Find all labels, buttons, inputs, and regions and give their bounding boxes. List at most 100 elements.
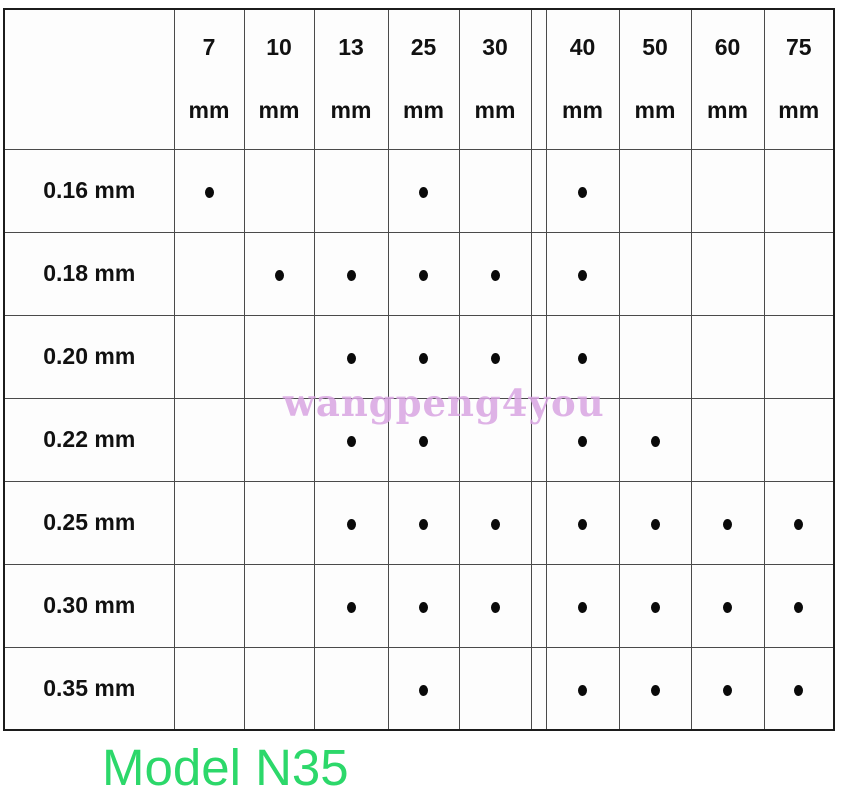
availability-dot-icon: [274, 269, 284, 281]
availability-dot-icon: [723, 518, 732, 530]
availability-cell-0.20x75: [763, 314, 835, 399]
column-header-60mm: 60 mm: [690, 8, 765, 150]
row-header: 0.35 mm: [3, 646, 175, 731]
availability-cell-0.30x13: [313, 563, 389, 648]
availability-cell-0.25x10: [243, 480, 315, 565]
table-row-0.35mm: 0.35 mm: [3, 646, 835, 731]
availability-cell-0.35x30: [458, 646, 532, 731]
availability-cell-0.18x60: [690, 231, 765, 316]
row-header: 0.18 mm: [3, 231, 175, 316]
availability-dot-icon: [490, 352, 500, 364]
column-size-value: 25: [410, 34, 437, 61]
column-size-value: 75: [785, 34, 812, 61]
column-size-value: 7: [202, 34, 216, 61]
availability-cell-0.16x60: [690, 148, 765, 233]
spacer-cell: [530, 563, 547, 648]
availability-dot-icon: [650, 601, 660, 613]
column-size-unit: mm: [188, 97, 230, 124]
column-header-13mm: 13 mm: [313, 8, 389, 150]
availability-dot-icon: [419, 435, 428, 447]
availability-cell-0.25x25: [387, 480, 460, 565]
availability-cell-0.35x7: [173, 646, 245, 731]
availability-cell-0.20x13: [313, 314, 389, 399]
availability-dot-icon: [490, 518, 500, 530]
availability-cell-0.35x13: [313, 646, 389, 731]
row-header: 0.16 mm: [3, 148, 175, 233]
availability-cell-0.18x13: [313, 231, 389, 316]
availability-cell-0.30x40: [545, 563, 620, 648]
availability-dot-icon: [419, 352, 428, 364]
availability-dot-icon: [650, 518, 660, 530]
column-header-7mm: 7 mm: [173, 8, 245, 150]
availability-cell-0.20x7: [173, 314, 245, 399]
availability-dot-icon: [419, 186, 428, 198]
availability-cell-0.25x7: [173, 480, 245, 565]
availability-cell-0.16x50: [618, 148, 692, 233]
availability-dot-icon: [723, 601, 732, 613]
spacer-cell: [530, 646, 547, 731]
spacer-cell: [530, 148, 547, 233]
column-size-unit: mm: [562, 97, 603, 124]
size-availability-table: 7 mm 10 mm 13 mm 25 mm 30 mm 40 mm 50 mm 60 mm 75 mm 0.16…: [3, 8, 835, 731]
availability-dot-icon: [578, 269, 587, 281]
table-body: 7 mm 10 mm 13 mm 25 mm 30 mm 40 mm 50 mm 60 mm 75 mm 0.16…: [3, 8, 835, 731]
column-size-value: 13: [338, 34, 364, 61]
availability-cell-0.16x75: [763, 148, 835, 233]
availability-cell-0.30x75: [763, 563, 835, 648]
column-header-40mm: 40 mm: [545, 8, 620, 150]
availability-cell-0.18x40: [545, 231, 620, 316]
table-row-0.22mm: 0.22 mm: [3, 397, 835, 482]
column-header-25mm: 25 mm: [387, 8, 460, 150]
column-size-unit: mm: [258, 97, 300, 124]
availability-dot-icon: [419, 518, 428, 530]
availability-cell-0.35x25: [387, 646, 460, 731]
availability-dot-icon: [346, 269, 356, 281]
availability-cell-0.35x40: [545, 646, 620, 731]
column-size-unit: mm: [403, 97, 444, 124]
availability-dot-icon: [578, 352, 587, 364]
availability-dot-icon: [650, 684, 660, 696]
availability-cell-0.35x75: [763, 646, 835, 731]
table-row-0.20mm: 0.20 mm: [3, 314, 835, 399]
availability-dot-icon: [578, 518, 587, 530]
availability-cell-0.25x30: [458, 480, 532, 565]
availability-dot-icon: [346, 352, 356, 364]
availability-cell-0.30x10: [243, 563, 315, 648]
table-row-0.25mm: 0.25 mm: [3, 480, 835, 565]
availability-cell-0.22x75: [763, 397, 835, 482]
column-size-value: 60: [714, 34, 741, 61]
column-header-10mm: 10 mm: [243, 8, 315, 150]
column-size-unit: mm: [634, 97, 676, 124]
column-header-75mm: 75 mm: [763, 8, 835, 150]
column-size-unit: mm: [330, 97, 372, 124]
availability-dot-icon: [346, 518, 356, 530]
availability-cell-0.16x7: [173, 148, 245, 233]
column-header-30mm: 30 mm: [458, 8, 532, 150]
availability-cell-0.20x40: [545, 314, 620, 399]
availability-dot-icon: [578, 186, 587, 198]
availability-cell-0.22x50: [618, 397, 692, 482]
availability-cell-0.16x30: [458, 148, 532, 233]
availability-dot-icon: [578, 684, 587, 696]
availability-cell-0.35x50: [618, 646, 692, 731]
availability-dot-icon: [419, 269, 428, 281]
corner-cell: [3, 8, 175, 150]
availability-cell-0.30x25: [387, 563, 460, 648]
availability-cell-0.18x30: [458, 231, 532, 316]
availability-dot-icon: [419, 684, 428, 696]
spacer-cell: [530, 231, 547, 316]
availability-cell-0.35x10: [243, 646, 315, 731]
availability-cell-0.20x60: [690, 314, 765, 399]
availability-cell-0.35x60: [690, 646, 765, 731]
availability-cell-0.30x60: [690, 563, 765, 648]
row-header: 0.22 mm: [3, 397, 175, 482]
spacer-cell: [530, 480, 547, 565]
availability-cell-0.22x10: [243, 397, 315, 482]
row-header: 0.30 mm: [3, 563, 175, 648]
column-size-value: 10: [266, 34, 292, 61]
availability-cell-0.25x75: [763, 480, 835, 565]
availability-cell-0.25x40: [545, 480, 620, 565]
availability-dot-icon: [794, 518, 804, 530]
availability-dot-icon: [346, 435, 356, 447]
